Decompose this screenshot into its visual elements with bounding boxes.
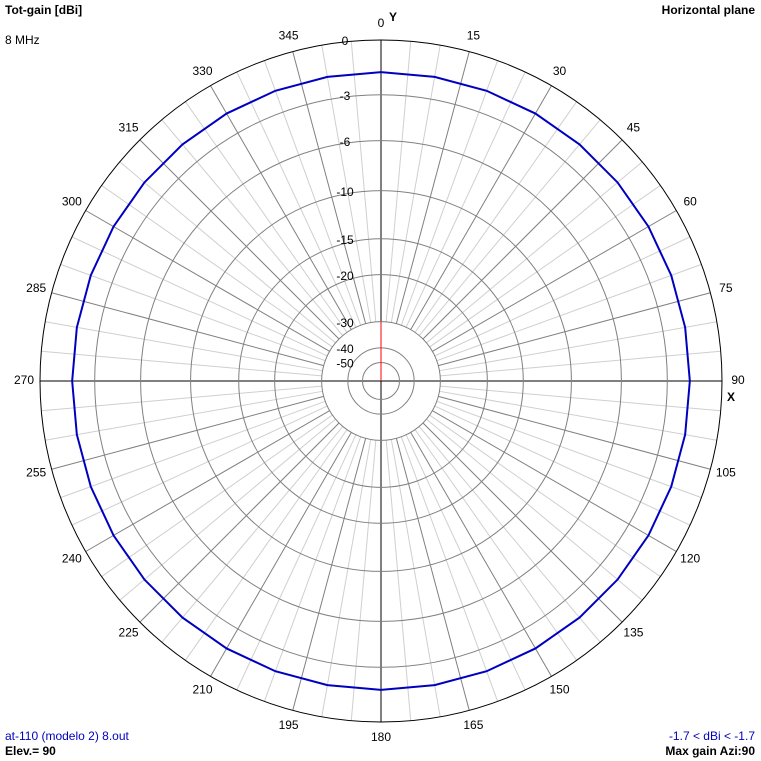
angle-tick-label: 285 <box>26 281 46 295</box>
angle-tick-label: 330 <box>192 64 212 78</box>
angle-tick-label: 210 <box>192 682 212 696</box>
x-axis-label: X <box>727 390 735 404</box>
angle-tick-label: 180 <box>371 730 391 744</box>
subtitle: 8 MHz <box>5 33 40 47</box>
ring <box>238 238 524 524</box>
r-tick-label: -15 <box>336 233 354 247</box>
r-tick-label: -6 <box>340 135 351 149</box>
gain-pattern <box>71 71 691 691</box>
angle-tick-label: 240 <box>62 552 82 566</box>
angle-tick-label: 315 <box>119 121 139 135</box>
ring <box>190 190 572 572</box>
angle-tick-label: 300 <box>62 195 82 209</box>
r-tick-label: -30 <box>336 316 354 330</box>
plane-label: Horizontal plane <box>662 3 756 17</box>
r-tick-label: -50 <box>336 357 354 371</box>
r-tick-label: -3 <box>340 89 351 103</box>
r-tick-label: 0 <box>342 34 349 48</box>
elevation-label: Elev.= 90 <box>5 744 56 758</box>
ring <box>94 94 668 668</box>
plot <box>71 71 691 691</box>
y-axis-label: Y <box>389 10 397 24</box>
angle-tick-label: 75 <box>719 281 733 295</box>
angle-tick-label: 345 <box>279 28 299 42</box>
angle-tick-label: 90 <box>731 373 745 387</box>
angle-tick-label: 15 <box>467 28 481 42</box>
angle-tick-label: 150 <box>549 682 569 696</box>
angle-tick-label: 165 <box>463 718 483 732</box>
grid <box>39 39 723 723</box>
angle-tick-label: 255 <box>26 466 46 480</box>
gain-range-label: -1.7 < dBi < -1.7 <box>669 729 755 743</box>
ring <box>274 274 488 488</box>
angle-tick-label: 135 <box>623 626 643 640</box>
angle-tick-label: 45 <box>627 121 641 135</box>
angle-tick-label: 120 <box>680 552 700 566</box>
angle-tick-label: 195 <box>279 718 299 732</box>
angle-tick-label: 30 <box>553 64 567 78</box>
ring <box>39 39 723 723</box>
r-tick-label: -20 <box>336 269 354 283</box>
angle-tick-label: 0 <box>378 16 385 30</box>
angle-tick-label: 60 <box>683 195 697 209</box>
angle-tick-label: 225 <box>119 626 139 640</box>
max-gain-label: Max gain Azi:90 <box>665 744 755 758</box>
angle-tick-label: 105 <box>716 466 736 480</box>
ring <box>140 140 622 622</box>
r-tick-label: -40 <box>336 342 354 356</box>
angle-tick-label: 270 <box>14 373 34 387</box>
chart-title: Tot-gain [dBi] <box>5 3 82 17</box>
r-tick-label: -10 <box>336 185 354 199</box>
legend-entry: at-110 (modelo 2) 8.out <box>5 729 130 743</box>
